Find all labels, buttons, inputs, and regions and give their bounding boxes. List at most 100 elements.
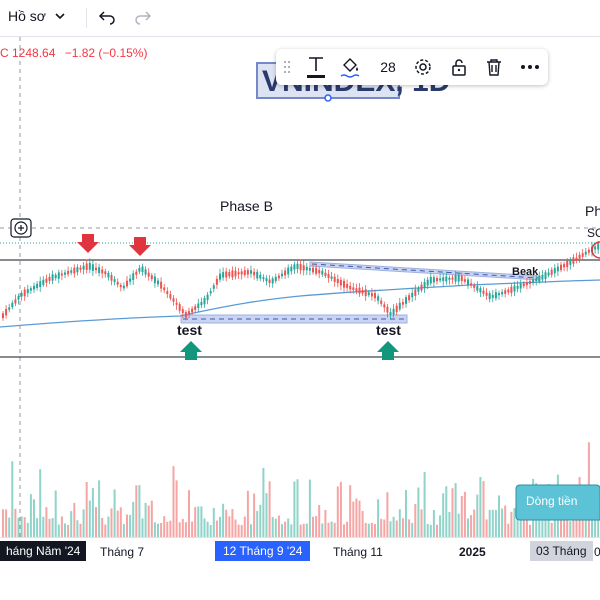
more-button[interactable]	[519, 56, 541, 78]
volume-bar	[203, 518, 206, 537]
descending-trend-zone[interactable]	[309, 261, 541, 281]
volume-bar	[293, 481, 296, 537]
candle-body	[67, 270, 70, 275]
candle-body	[507, 289, 510, 293]
volume-bar	[541, 504, 544, 537]
candle-body	[578, 254, 581, 259]
candle-body	[339, 279, 342, 286]
delete-button[interactable]	[483, 56, 505, 78]
volume-bar	[346, 521, 349, 537]
time-label-crosshair: háng Năm '24	[0, 541, 87, 561]
volume-bar	[519, 507, 522, 537]
volume-bar	[420, 509, 423, 537]
lock-button[interactable]	[448, 56, 470, 78]
drag-handle[interactable]	[282, 56, 292, 78]
candle-body	[265, 278, 268, 282]
candle-body	[395, 305, 398, 313]
paint-bucket-icon	[340, 58, 360, 78]
candle-body	[411, 292, 414, 298]
volume-bar	[231, 509, 234, 537]
volume-bar	[82, 509, 85, 537]
text-color-button[interactable]	[304, 56, 328, 78]
candle-body	[95, 267, 97, 271]
candle-body	[423, 282, 426, 289]
phase-b-label[interactable]: Phase B	[220, 198, 273, 214]
candle-body	[299, 263, 302, 271]
candle-body	[166, 291, 169, 295]
settings-button[interactable]	[412, 56, 434, 78]
volume-bar	[184, 522, 187, 537]
trash-icon	[487, 59, 501, 76]
volume-bar	[529, 524, 531, 537]
font-size-button[interactable]: 28	[376, 56, 400, 78]
arrow-down-marker	[129, 237, 151, 256]
volume-bar	[215, 520, 218, 537]
volume-bar	[429, 524, 432, 537]
candle-body	[494, 292, 497, 299]
volume-bar	[327, 522, 330, 537]
test-label-left[interactable]: test	[177, 322, 202, 338]
volume-bar	[181, 519, 184, 537]
volume-bar	[45, 507, 48, 537]
beak-label[interactable]: Beak	[512, 266, 539, 278]
redo-button[interactable]	[134, 8, 152, 31]
volume-bar	[228, 516, 231, 537]
volume-bar	[104, 524, 107, 537]
volume-bar	[488, 509, 491, 537]
candle-body	[386, 306, 389, 313]
volume-bar	[250, 524, 252, 537]
volume-bar	[389, 521, 392, 537]
volume-bar	[476, 494, 479, 537]
soc-label[interactable]: SO	[587, 226, 600, 240]
candle-body	[587, 249, 590, 253]
candle-body	[401, 301, 404, 305]
candle-body	[541, 274, 544, 280]
volume-bar	[188, 490, 190, 537]
candle-body	[414, 289, 417, 296]
volume-bar	[544, 509, 547, 537]
profile-dropdown[interactable]: Hồ sơ	[8, 8, 66, 24]
candle-body	[436, 278, 438, 282]
volume-bar	[259, 504, 262, 537]
candle-body	[101, 269, 104, 274]
font-size-value: 28	[380, 59, 396, 75]
candle-body	[219, 273, 221, 280]
candle-body	[274, 276, 277, 282]
volume-bar	[584, 504, 587, 537]
fill-color-button[interactable]	[338, 56, 362, 78]
candle-body	[544, 272, 547, 279]
candle-body	[448, 277, 451, 280]
candle-body	[525, 282, 528, 286]
volume-bar	[336, 486, 339, 537]
test-label-right[interactable]: test	[376, 322, 401, 338]
price-chart[interactable]: VNINDEX, 1D Phase B Ph SO test test Beak…	[0, 37, 600, 537]
candle-body	[33, 285, 35, 290]
candle-body	[370, 292, 373, 297]
candle-body	[498, 293, 500, 296]
candlestick-series	[2, 241, 600, 321]
add-level-button[interactable]	[10, 218, 32, 238]
candle-body	[2, 313, 4, 319]
candle-body	[330, 276, 333, 279]
volume-bar	[473, 509, 476, 537]
phase-c-label[interactable]: Ph	[585, 203, 600, 219]
volume-bar	[157, 523, 159, 537]
volume-bar	[308, 479, 311, 537]
candle-body	[178, 304, 181, 311]
candle-body	[377, 296, 380, 301]
volume-bar	[51, 518, 54, 537]
close-value: C 1248.64	[0, 46, 56, 60]
dong-tien-callout[interactable]: Dòng tiền	[515, 484, 600, 521]
time-axis[interactable]: háng Năm '24 Tháng 7 12 Tháng 9 '24 Thán…	[0, 537, 600, 565]
candle-body	[460, 276, 463, 281]
volume-bar	[491, 509, 494, 537]
undo-button[interactable]	[98, 8, 116, 31]
candle-body	[153, 276, 156, 284]
candle-body	[70, 270, 73, 273]
volume-bar	[129, 514, 132, 537]
candle-body	[556, 266, 559, 272]
candle-body	[246, 270, 249, 275]
gear-icon	[415, 59, 431, 75]
volume-bar	[566, 519, 569, 537]
volume-bar	[432, 510, 435, 537]
